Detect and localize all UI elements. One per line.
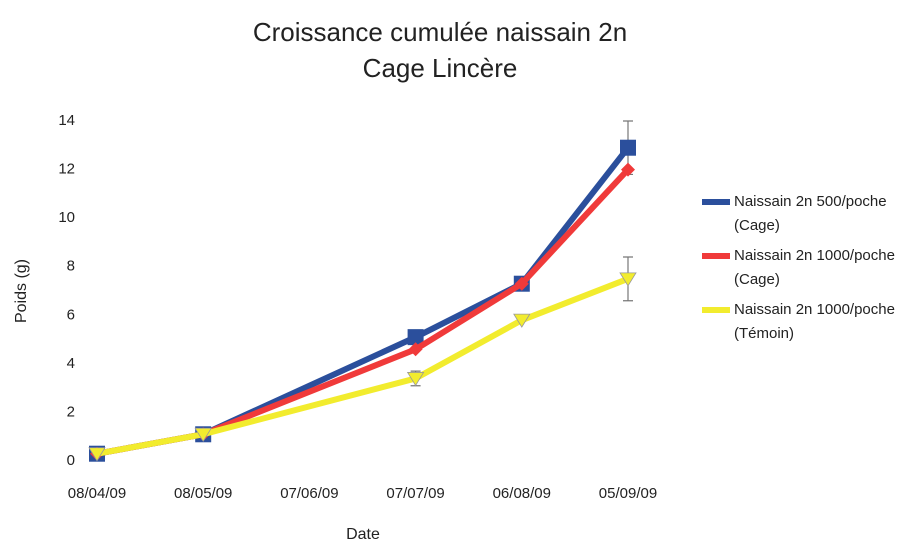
marker xyxy=(407,329,424,346)
series-line xyxy=(96,276,630,457)
x-tick-label: 08/04/09 xyxy=(68,485,126,502)
legend-swatch xyxy=(702,307,730,313)
legend: Naissain 2n 500/poche (Cage) Naissain 2n … xyxy=(700,190,910,352)
marker xyxy=(408,342,423,357)
series-line xyxy=(96,145,631,457)
y-tick-label: 2 xyxy=(67,403,75,420)
marker xyxy=(620,139,636,156)
legend-label: Naissain 2n 500/poche (Cage) xyxy=(734,193,887,234)
y-tick-label: 12 xyxy=(58,161,75,178)
marker xyxy=(619,272,637,287)
y-tick-label: 10 xyxy=(58,209,75,226)
y-axis-label: Poids (g) xyxy=(13,259,30,323)
y-tick-label: 0 xyxy=(67,452,75,469)
legend-item: Naissain 2n 500/poche (Cage) xyxy=(700,190,910,238)
marker xyxy=(406,372,425,387)
x-axis-label: Date xyxy=(346,526,380,543)
marker xyxy=(514,276,529,291)
x-tick-label: 06/08/09 xyxy=(493,485,551,502)
x-tick-label: 07/06/09 xyxy=(280,485,338,502)
marker xyxy=(621,162,635,177)
marker xyxy=(194,427,212,443)
y-tick-label: 8 xyxy=(67,258,75,275)
legend-item: Naissain 2n 1000/poche (Cage) xyxy=(700,244,910,292)
marker xyxy=(88,447,106,462)
legend-swatch xyxy=(702,253,730,259)
y-tick-label: 6 xyxy=(67,306,75,323)
x-tick-label: 08/05/09 xyxy=(174,485,232,502)
x-tick-label: 05/09/09 xyxy=(599,485,657,502)
y-tick-label: 4 xyxy=(67,355,75,372)
chart-title: Croissance cumulée naissain 2n xyxy=(253,17,627,47)
legend-swatch xyxy=(702,199,730,205)
x-tick-label: 07/07/09 xyxy=(386,485,444,502)
marker xyxy=(513,313,531,328)
y-tick-label: 14 xyxy=(58,112,75,129)
legend-label: Naissain 2n 1000/poche (Cage) xyxy=(734,247,895,288)
chart-subtitle: Cage Lincère xyxy=(363,53,518,83)
legend-label: Naissain 2n 1000/poche (Témoin) xyxy=(734,301,895,342)
legend-item: Naissain 2n 1000/poche (Témoin) xyxy=(700,298,910,346)
